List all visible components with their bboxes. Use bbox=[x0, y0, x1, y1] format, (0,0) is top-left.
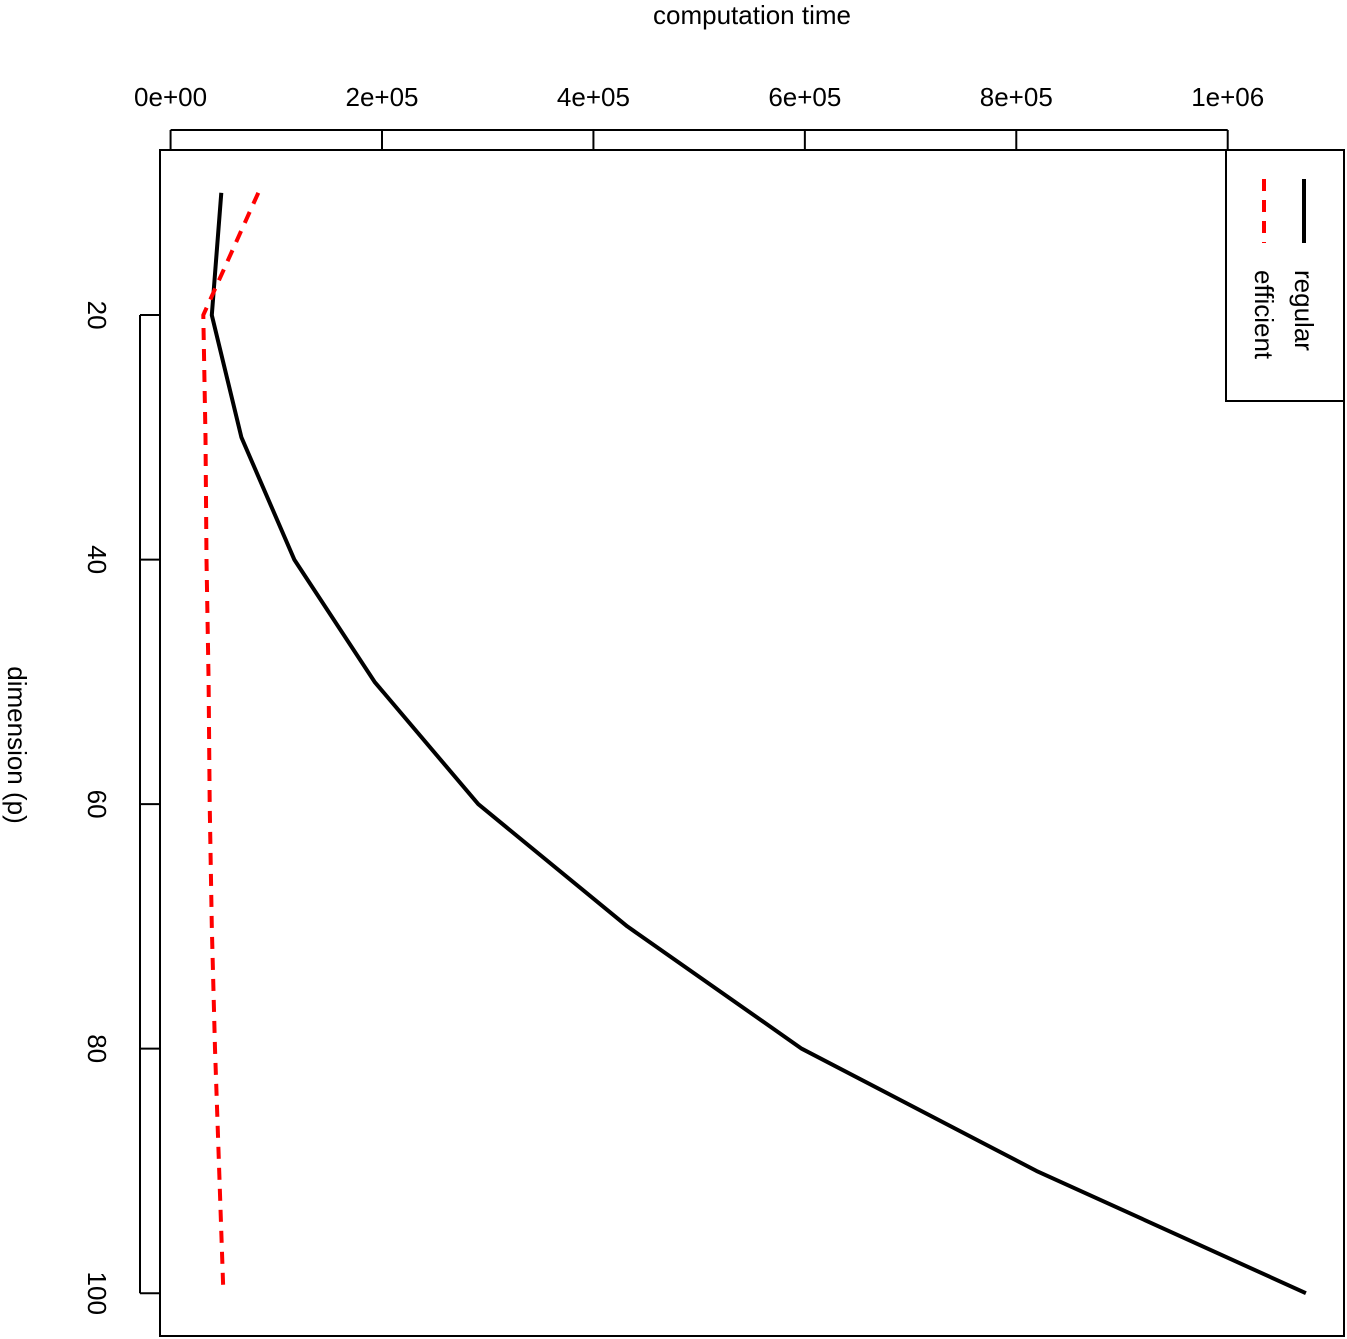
value-axis-title: computation time bbox=[653, 0, 851, 30]
value-axis-ticks: 0e+00 2e+05 4e+05 6e+05 8e+05 1e+06 bbox=[134, 82, 1264, 150]
series-layer bbox=[201, 191, 1307, 1296]
dimension-tick-label: 20 bbox=[82, 301, 112, 330]
dimension-tick-label: 80 bbox=[82, 1034, 112, 1063]
series-line-regular bbox=[209, 192, 1307, 1296]
dimension-tick-label: 40 bbox=[82, 545, 112, 574]
plot-frame bbox=[159, 149, 1345, 1337]
dimension-tick-label: 100 bbox=[82, 1272, 112, 1315]
value-tick-label: 1e+06 bbox=[1191, 82, 1264, 112]
legend-box bbox=[1225, 149, 1345, 402]
value-tick-label: 4e+05 bbox=[557, 82, 630, 112]
legend: regular efficient bbox=[1225, 149, 1345, 402]
value-tick-label: 8e+05 bbox=[980, 82, 1053, 112]
series-line-efficient bbox=[201, 191, 261, 1294]
dimension-axis-ticks: 20 40 60 80 100 bbox=[82, 301, 160, 1315]
legend-label-efficient: efficient bbox=[1249, 270, 1279, 360]
value-tick-label: 2e+05 bbox=[345, 82, 418, 112]
value-tick-label: 6e+05 bbox=[768, 82, 841, 112]
legend-label-regular: regular bbox=[1289, 270, 1319, 351]
value-tick-label: 0e+00 bbox=[134, 82, 207, 112]
dimension-tick-label: 60 bbox=[82, 790, 112, 819]
dimension-axis-title: dimension (p) bbox=[2, 666, 32, 824]
